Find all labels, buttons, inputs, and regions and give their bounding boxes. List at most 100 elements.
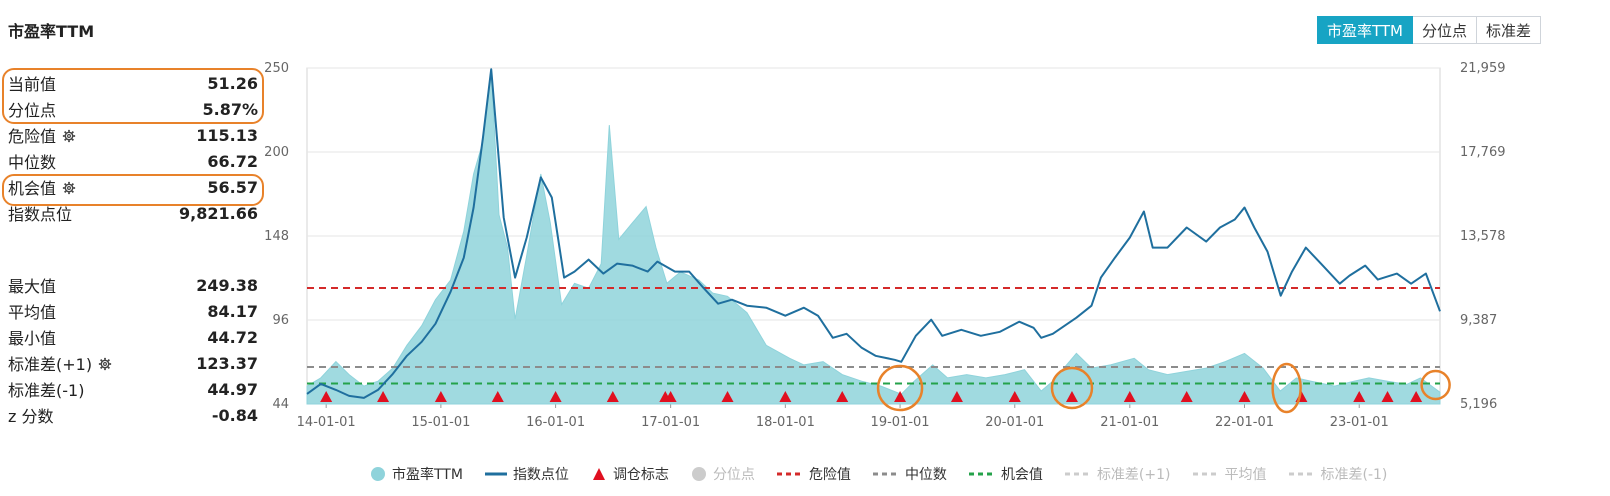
legend-item[interactable]: 中位数: [872, 464, 947, 484]
rebalance-marker: [1238, 391, 1251, 402]
x-tick-label: 18-01-01: [756, 415, 815, 430]
highlight-ellipse: [1050, 366, 1094, 410]
rebalance-marker: [1410, 391, 1423, 402]
stat-row: z 分数 -0.84: [8, 402, 258, 428]
stat-row: 平均值 84.17: [8, 298, 258, 324]
stat-row: 分位点 5.87%: [8, 96, 258, 122]
legend-item[interactable]: 标准差(-1): [1288, 464, 1388, 484]
x-tick-label: 14-01-01: [297, 415, 356, 430]
y-right-tick-label: 13,578: [1460, 229, 1506, 244]
stat-row: 中位数 66.72: [8, 148, 258, 174]
index-line: [306, 68, 1441, 399]
stat-row: 最大值 249.38: [8, 272, 258, 298]
rebalance-marker: [836, 391, 849, 402]
legend-item[interactable]: 调仓标志: [591, 464, 669, 484]
legend-label: 平均值: [1224, 467, 1267, 483]
stat-value: -0.84: [211, 405, 258, 425]
y-left-tick-label: 200: [264, 145, 289, 160]
stat-row: 当前值 51.26: [8, 70, 258, 96]
gear-icon[interactable]: [62, 180, 76, 195]
stat-value: 44.72: [207, 327, 258, 347]
gear-icon[interactable]: [98, 356, 112, 371]
stat-row: 标准差(-1) 44.97: [8, 376, 258, 402]
legend-item[interactable]: 分位点: [691, 464, 755, 484]
x-tick-label: 23-01-01: [1330, 415, 1389, 430]
chart-legend: 市盈率TTM 指数点位 调仓标志 分位点 危险值 中位数 机会值 标准差(+1) 平均值 标准差(…: [370, 464, 1387, 484]
stat-row: 指数点位 9,821.66: [8, 200, 258, 226]
stat-value: 249.38: [196, 275, 258, 295]
highlight-ellipse: [1420, 369, 1451, 401]
stat-label: 危险值: [8, 127, 57, 146]
rebalance-marker: [894, 391, 907, 402]
legend-item[interactable]: 市盈率TTM: [370, 464, 463, 484]
rebalance-marker: [1180, 391, 1193, 402]
highlight-current-percentile: [2, 68, 264, 124]
rebalance-marker: [377, 391, 390, 402]
stat-label: 平均值: [8, 303, 57, 322]
x-tick-label: 19-01-01: [871, 415, 930, 430]
stat-row: 机会值 56.57: [8, 174, 258, 200]
legend-label: 标准差(-1): [1320, 467, 1388, 483]
stat-label: 最大值: [8, 277, 57, 296]
legend-item[interactable]: 指数点位: [484, 464, 569, 484]
stat-value: 51.26: [207, 73, 258, 93]
x-tick-label: 17-01-01: [641, 415, 700, 430]
stat-value: 56.57: [207, 177, 258, 197]
stat-label: 机会值: [8, 179, 57, 198]
legend-item[interactable]: 平均值: [1192, 464, 1267, 484]
stat-row: 最小值 44.72: [8, 324, 258, 350]
stat-label: 指数点位: [8, 205, 73, 224]
x-tick-label: 16-01-01: [526, 415, 585, 430]
y-left-tick-label: 148: [264, 229, 289, 244]
rebalance-marker: [664, 391, 677, 402]
stat-label: 标准差(-1): [8, 381, 85, 400]
rebalance-marker: [950, 391, 963, 402]
legend-item[interactable]: 机会值: [968, 464, 1043, 484]
legend-item[interactable]: 危险值: [776, 464, 851, 484]
gear-icon[interactable]: [62, 128, 76, 143]
stat-value: 123.37: [196, 353, 258, 373]
stat-label: 分位点: [8, 101, 57, 120]
tab-std-dev[interactable]: 标准差: [1477, 16, 1542, 44]
y-left-tick-label: 96: [272, 313, 289, 328]
legend-label: 标准差(+1): [1096, 467, 1171, 483]
stat-label: z 分数: [8, 407, 54, 426]
metric-tab-group: 市盈率TTM 分位点 标准差: [1317, 16, 1542, 44]
stat-value: 5.87%: [202, 99, 258, 119]
legend-label: 危险值: [808, 467, 851, 483]
legend-label: 机会值: [1000, 467, 1043, 483]
rebalance-marker: [491, 391, 504, 402]
tab-percentile[interactable]: 分位点: [1413, 16, 1478, 44]
stat-value: 44.97: [207, 379, 258, 399]
legend-label: 分位点: [712, 467, 755, 483]
rebalance-marker: [320, 391, 333, 402]
chart-title: 市盈率TTM: [8, 22, 95, 41]
y-left-tick-label: 44: [272, 397, 289, 412]
stat-value: 115.13: [196, 125, 258, 145]
legend-item[interactable]: 标准差(+1): [1064, 464, 1171, 484]
rebalance-marker: [549, 391, 562, 402]
stat-value: 84.17: [207, 301, 258, 321]
legend-label: 调仓标志: [612, 467, 669, 483]
tab-pe-ttm[interactable]: 市盈率TTM: [1317, 16, 1414, 44]
stat-label: 最小值: [8, 329, 57, 348]
stat-label: 标准差(+1): [8, 355, 93, 374]
rebalance-marker: [779, 391, 792, 402]
stat-value: 66.72: [207, 151, 258, 171]
rebalance-marker: [1353, 391, 1366, 402]
stat-value: 9,821.66: [179, 203, 258, 223]
rebalance-marker: [1065, 391, 1078, 402]
rebalance-marker: [606, 391, 619, 402]
legend-label: 指数点位: [512, 467, 569, 483]
rebalance-marker: [434, 391, 447, 402]
rebalance-marker: [721, 391, 734, 402]
rebalance-marker: [1008, 391, 1021, 402]
highlight-ellipse: [1271, 362, 1302, 414]
highlight-opportunity: [2, 174, 264, 206]
stat-label: 中位数: [8, 153, 57, 172]
y-right-tick-label: 5,196: [1460, 397, 1497, 412]
pe-ttm-area: [306, 69, 1441, 405]
legend-label: 中位数: [904, 467, 947, 483]
x-tick-label: 21-01-01: [1100, 415, 1159, 430]
